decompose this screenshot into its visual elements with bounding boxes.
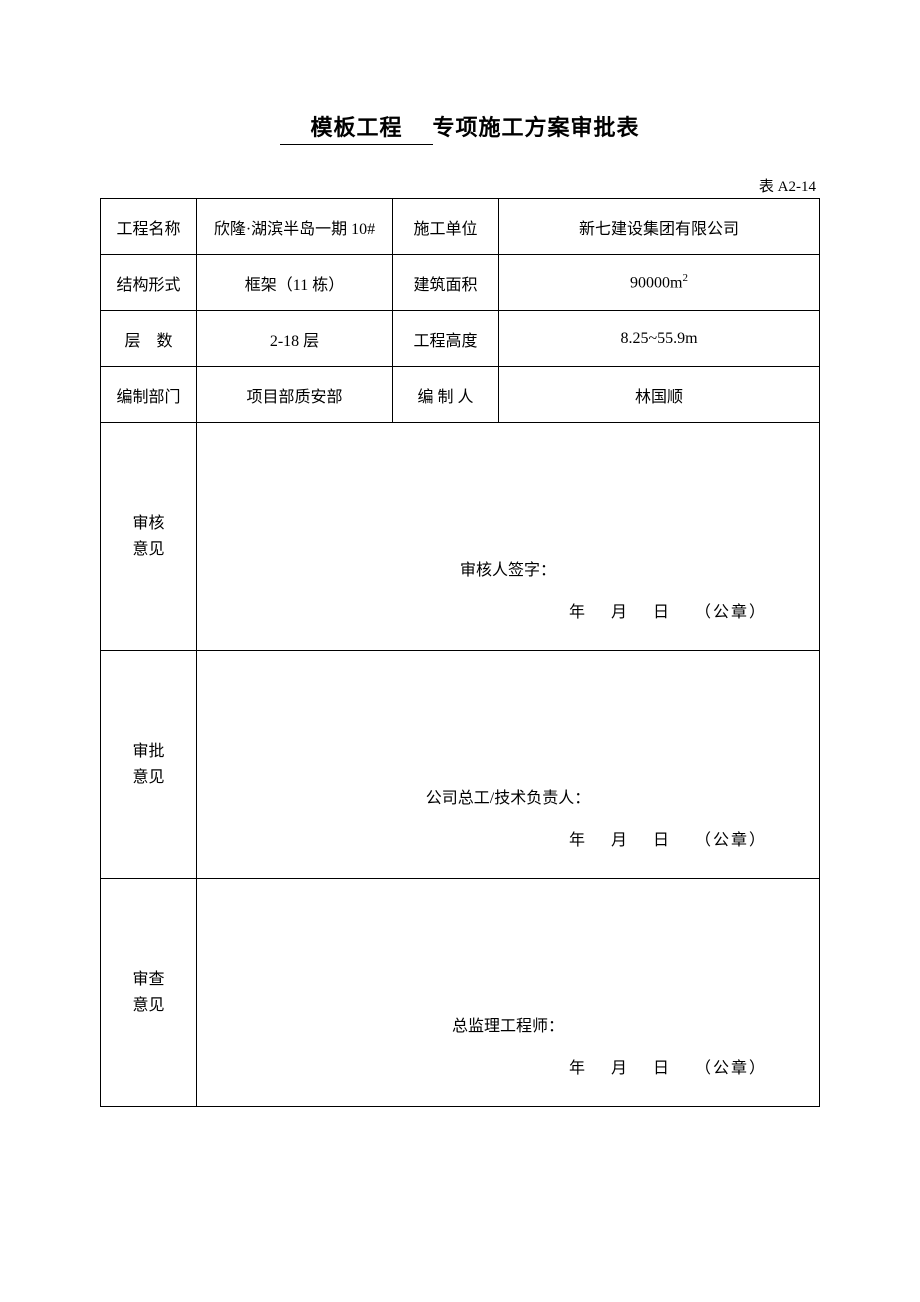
table-row: 层 数 2-18 层 工程高度 8.25~55.9m	[101, 311, 820, 367]
section-approval-label: 审批 意见	[101, 651, 197, 879]
section-review-body: 审核人签字： 年月日（公章）	[197, 423, 820, 651]
cell-area-label: 建筑面积	[393, 255, 499, 311]
check-signer-label: 总监理工程师：	[197, 1012, 819, 1036]
cell-structure-value: 框架（11 栋）	[197, 255, 393, 311]
section-check-label: 审查 意见	[101, 879, 197, 1107]
section-approval-body: 公司总工/技术负责人： 年月日（公章）	[197, 651, 820, 879]
cell-project-name-label: 工程名称	[101, 199, 197, 255]
table-row: 结构形式 框架（11 栋） 建筑面积 90000m2	[101, 255, 820, 311]
cell-author-value: 林国顺	[499, 367, 820, 423]
cell-floors-value: 2-18 层	[197, 311, 393, 367]
cell-area-value: 90000m2	[499, 255, 820, 311]
title-underlined: 模板工程	[280, 110, 432, 145]
cell-dept-value: 项目部质安部	[197, 367, 393, 423]
table-row: 审查 意见 总监理工程师： 年月日（公章）	[101, 879, 820, 1107]
review-date-line: 年月日（公章）	[197, 598, 819, 622]
section-check-body: 总监理工程师： 年月日（公章）	[197, 879, 820, 1107]
cell-height-label: 工程高度	[393, 311, 499, 367]
table-row: 审核 意见 审核人签字： 年月日（公章）	[101, 423, 820, 651]
section-review-label: 审核 意见	[101, 423, 197, 651]
cell-dept-label: 编制部门	[101, 367, 197, 423]
table-number-label: 表 A2-14	[100, 175, 820, 196]
cell-author-label: 编 制 人	[393, 367, 499, 423]
cell-floors-label: 层 数	[101, 311, 197, 367]
approval-signer-label: 公司总工/技术负责人：	[197, 784, 819, 808]
page-title: 模板工程专项施工方案审批表	[100, 110, 820, 145]
approval-date-line: 年月日（公章）	[197, 826, 819, 850]
table-row: 工程名称 欣隆·湖滨半岛一期 10# 施工单位 新七建设集团有限公司	[101, 199, 820, 255]
cell-contractor-value: 新七建设集团有限公司	[499, 199, 820, 255]
cell-contractor-label: 施工单位	[393, 199, 499, 255]
check-date-line: 年月日（公章）	[197, 1054, 819, 1078]
review-signer-label: 审核人签字：	[197, 556, 819, 580]
table-row: 审批 意见 公司总工/技术负责人： 年月日（公章）	[101, 651, 820, 879]
title-suffix: 专项施工方案审批表	[433, 115, 640, 140]
approval-table: 工程名称 欣隆·湖滨半岛一期 10# 施工单位 新七建设集团有限公司 结构形式 …	[100, 198, 820, 1107]
cell-height-value: 8.25~55.9m	[499, 311, 820, 367]
cell-structure-label: 结构形式	[101, 255, 197, 311]
cell-project-name-value: 欣隆·湖滨半岛一期 10#	[197, 199, 393, 255]
table-row: 编制部门 项目部质安部 编 制 人 林国顺	[101, 367, 820, 423]
